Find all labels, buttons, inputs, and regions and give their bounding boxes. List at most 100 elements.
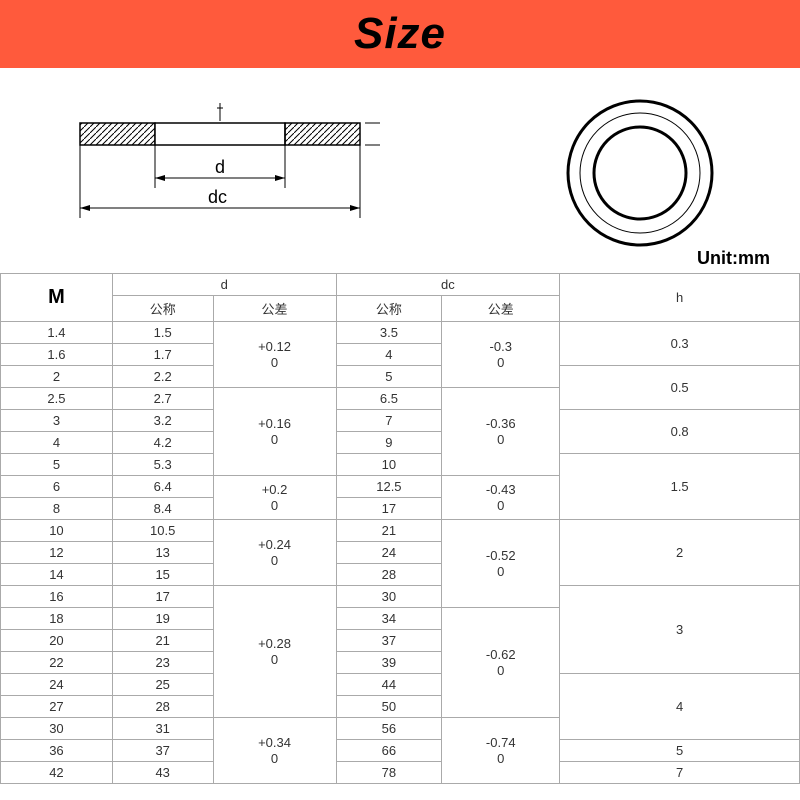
cell-M: 42 — [1, 762, 113, 784]
cell-M: 16 — [1, 586, 113, 608]
cell-dc-nominal: 5 — [336, 366, 442, 388]
cell-dc-nominal: 21 — [336, 520, 442, 542]
cell-dc-nominal: 24 — [336, 542, 442, 564]
cell-dc-tolerance: -0.520 — [442, 520, 560, 608]
spec-table: M d dc h 公称 公差 公称 公差 1.41.5+0.1203.5-0.3… — [0, 273, 800, 784]
cell-d-nominal: 23 — [112, 652, 213, 674]
cell-dc-nominal: 12.5 — [336, 476, 442, 498]
cell-dc-nominal: 7 — [336, 410, 442, 432]
cell-d-nominal: 8.4 — [112, 498, 213, 520]
cell-d-nominal: 19 — [112, 608, 213, 630]
cell-dc-nominal: 78 — [336, 762, 442, 784]
table-row: 1010.5+0.24021-0.5202 — [1, 520, 800, 542]
table-row: 2425444 — [1, 674, 800, 696]
cell-M: 2 — [1, 366, 113, 388]
cell-dc-tolerance: -0.430 — [442, 476, 560, 520]
cell-dc-nominal: 9 — [336, 432, 442, 454]
cell-d-nominal: 13 — [112, 542, 213, 564]
table-row: 55.3101.5 — [1, 454, 800, 476]
cell-M: 8 — [1, 498, 113, 520]
cell-dc-nominal: 17 — [336, 498, 442, 520]
cell-dc-tolerance: -0.740 — [442, 718, 560, 784]
page-title: Size — [354, 9, 446, 59]
cell-h: 0.3 — [560, 322, 800, 366]
cell-dc-nominal: 39 — [336, 652, 442, 674]
cell-h: 0.8 — [560, 410, 800, 454]
d-label: d — [215, 157, 225, 177]
cell-M: 4 — [1, 432, 113, 454]
col-d-tolerance: 公差 — [213, 296, 336, 322]
ring-view-diagram — [560, 93, 720, 253]
cell-dc-nominal: 3.5 — [336, 322, 442, 344]
cell-dc-nominal: 10 — [336, 454, 442, 476]
cell-M: 1.4 — [1, 322, 113, 344]
cell-h: 5 — [560, 740, 800, 762]
cell-M: 14 — [1, 564, 113, 586]
cell-M: 3 — [1, 410, 113, 432]
cell-d-tolerance: +0.160 — [213, 388, 336, 476]
cell-h: 7 — [560, 762, 800, 784]
cell-d-nominal: 37 — [112, 740, 213, 762]
cell-d-nominal: 10.5 — [112, 520, 213, 542]
col-d: d — [112, 274, 336, 296]
spec-table-wrap: M d dc h 公称 公差 公称 公差 1.41.5+0.1203.5-0.3… — [0, 273, 800, 784]
cell-dc-tolerance: -0.30 — [442, 322, 560, 388]
col-h: h — [560, 274, 800, 322]
cell-M: 27 — [1, 696, 113, 718]
cell-M: 30 — [1, 718, 113, 740]
cell-M: 18 — [1, 608, 113, 630]
cell-h: 3 — [560, 586, 800, 674]
cell-d-nominal: 1.5 — [112, 322, 213, 344]
col-M: M — [1, 274, 113, 322]
table-row: 1617+0.280303 — [1, 586, 800, 608]
cell-M: 6 — [1, 476, 113, 498]
cell-d-tolerance: +0.240 — [213, 520, 336, 586]
cell-d-nominal: 3.2 — [112, 410, 213, 432]
table-row: 4243787 — [1, 762, 800, 784]
cell-d-nominal: 6.4 — [112, 476, 213, 498]
cell-h: 1.5 — [560, 454, 800, 520]
cell-d-tolerance: +0.20 — [213, 476, 336, 520]
cell-dc-nominal: 56 — [336, 718, 442, 740]
cell-M: 20 — [1, 630, 113, 652]
cell-d-nominal: 28 — [112, 696, 213, 718]
cell-d-nominal: 2.7 — [112, 388, 213, 410]
cell-d-nominal: 4.2 — [112, 432, 213, 454]
cell-dc-tolerance: -0.360 — [442, 388, 560, 476]
table-row: 3637665 — [1, 740, 800, 762]
side-view-diagram: h d dc — [60, 103, 380, 243]
diagram-area: h d dc Unit:mm — [0, 68, 800, 273]
cell-dc-tolerance: -0.620 — [442, 608, 560, 718]
cell-d-nominal: 21 — [112, 630, 213, 652]
cell-d-nominal: 15 — [112, 564, 213, 586]
table-body: 1.41.5+0.1203.5-0.300.31.61.7422.250.52.… — [1, 322, 800, 784]
cell-d-nominal: 2.2 — [112, 366, 213, 388]
header-banner: Size — [0, 0, 800, 68]
cell-M: 1.6 — [1, 344, 113, 366]
cell-M: 24 — [1, 674, 113, 696]
table-row: 33.270.8 — [1, 410, 800, 432]
cell-h: 2 — [560, 520, 800, 586]
cell-M: 5 — [1, 454, 113, 476]
cell-h: 0.5 — [560, 366, 800, 410]
cell-dc-nominal: 4 — [336, 344, 442, 366]
cell-d-tolerance: +0.280 — [213, 586, 336, 718]
col-dc: dc — [336, 274, 560, 296]
dc-label: dc — [208, 187, 227, 207]
col-dc-nominal: 公称 — [336, 296, 442, 322]
cell-d-nominal: 1.7 — [112, 344, 213, 366]
col-d-nominal: 公称 — [112, 296, 213, 322]
cell-dc-nominal: 28 — [336, 564, 442, 586]
cell-dc-nominal: 30 — [336, 586, 442, 608]
cell-dc-nominal: 50 — [336, 696, 442, 718]
cell-d-nominal: 5.3 — [112, 454, 213, 476]
cell-M: 2.5 — [1, 388, 113, 410]
cell-d-nominal: 31 — [112, 718, 213, 740]
cell-h: 4 — [560, 674, 800, 740]
col-dc-tolerance: 公差 — [442, 296, 560, 322]
cell-d-tolerance: +0.120 — [213, 322, 336, 388]
cell-d-nominal: 17 — [112, 586, 213, 608]
cell-M: 12 — [1, 542, 113, 564]
cell-dc-nominal: 6.5 — [336, 388, 442, 410]
cell-M: 36 — [1, 740, 113, 762]
